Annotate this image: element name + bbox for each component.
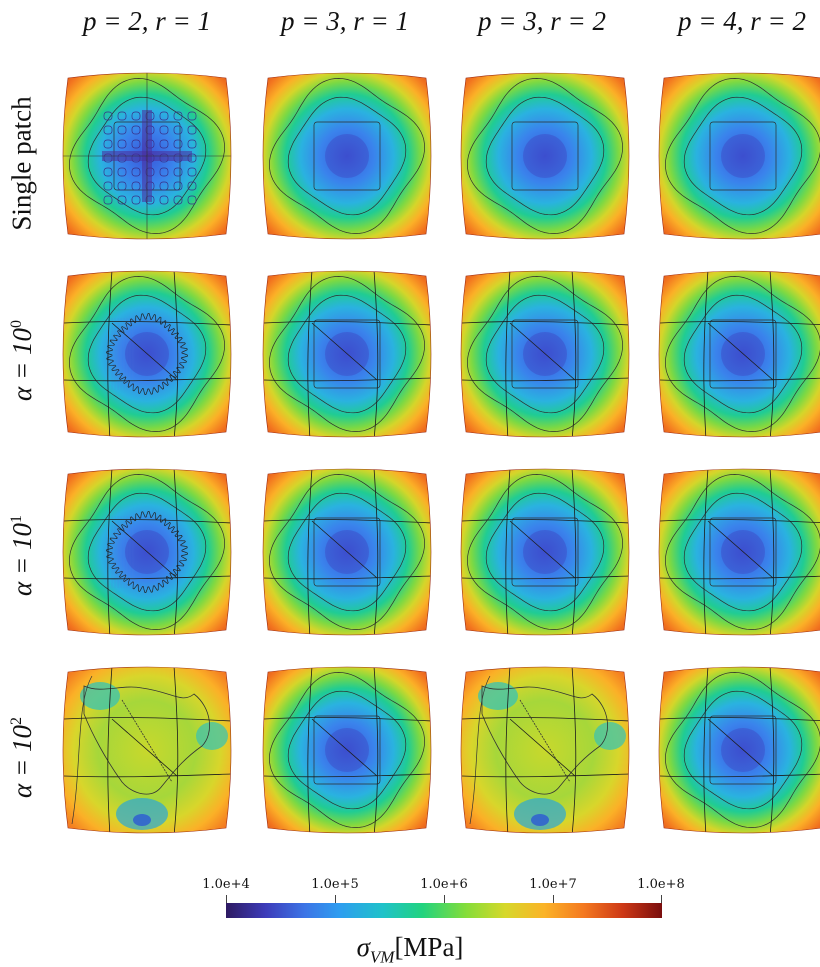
row-label-alpha-3: α = 10 <box>6 724 37 798</box>
column-header-2: p = 3, r = 2 <box>478 6 606 36</box>
row-label-alpha-1: α = 10 <box>6 327 37 401</box>
colorbar-tick-0: 1.0e+4 <box>202 877 250 892</box>
stress-panel-r0-c1 <box>262 70 432 242</box>
stress-panel-r3-c0 <box>62 664 232 836</box>
colorbar-label-unit: [MPa] <box>394 932 464 962</box>
colorbar-label-sub: VM <box>369 947 395 967</box>
row-exponent-3: 2 <box>7 716 25 725</box>
stress-panel-r0-c2 <box>460 70 630 242</box>
row-label-alpha-2: α = 10 <box>6 522 37 596</box>
colorbar-tickmark-3 <box>553 895 554 903</box>
stress-panel-r2-c0 <box>62 466 232 638</box>
stress-panel-r0-c0 <box>62 70 232 242</box>
colorbar-label: σVM[MPa] <box>0 932 820 967</box>
colorbar-tickmark-4 <box>661 895 662 903</box>
colorbar-tickmark-0 <box>226 895 227 903</box>
stress-panel-r0-c3 <box>658 70 820 242</box>
stress-panel-r1-c0 <box>62 268 232 440</box>
stress-panel-r1-c3 <box>658 268 820 440</box>
colorbar <box>226 903 662 918</box>
stress-panel-r3-c1 <box>262 664 432 836</box>
stress-panel-r2-c2 <box>460 466 630 638</box>
stress-panel-r1-c1 <box>262 268 432 440</box>
row-header-2: α = 101 <box>2 460 42 650</box>
column-header-3: p = 4, r = 2 <box>678 6 806 36</box>
row-exponent-1: 0 <box>7 319 25 328</box>
stress-panel-r1-c2 <box>460 268 630 440</box>
row-header-0: Single patch <box>2 68 42 258</box>
column-header-1: p = 3, r = 1 <box>281 6 409 36</box>
row-exponent-2: 1 <box>7 514 25 523</box>
stress-panel-r2-c1 <box>262 466 432 638</box>
colorbar-tick-1: 1.0e+5 <box>311 877 359 892</box>
colorbar-tick-2: 1.0e+6 <box>420 877 468 892</box>
colorbar-tick-4: 1.0e+8 <box>637 877 685 892</box>
row-header-1: α = 100 <box>2 265 42 455</box>
colorbar-tickmark-2 <box>444 895 445 903</box>
colorbar-tickmark-1 <box>335 895 336 903</box>
row-header-3: α = 102 <box>2 662 42 852</box>
stress-panel-r2-c3 <box>658 466 820 638</box>
colorbar-label-symbol: σ <box>356 932 370 962</box>
colorbar-tick-3: 1.0e+7 <box>529 877 577 892</box>
stress-panel-r3-c3 <box>658 664 820 836</box>
row-label-single-patch: Single patch <box>6 95 37 231</box>
stress-panel-r3-c2 <box>460 664 630 836</box>
column-header-0: p = 2, r = 1 <box>83 6 211 36</box>
